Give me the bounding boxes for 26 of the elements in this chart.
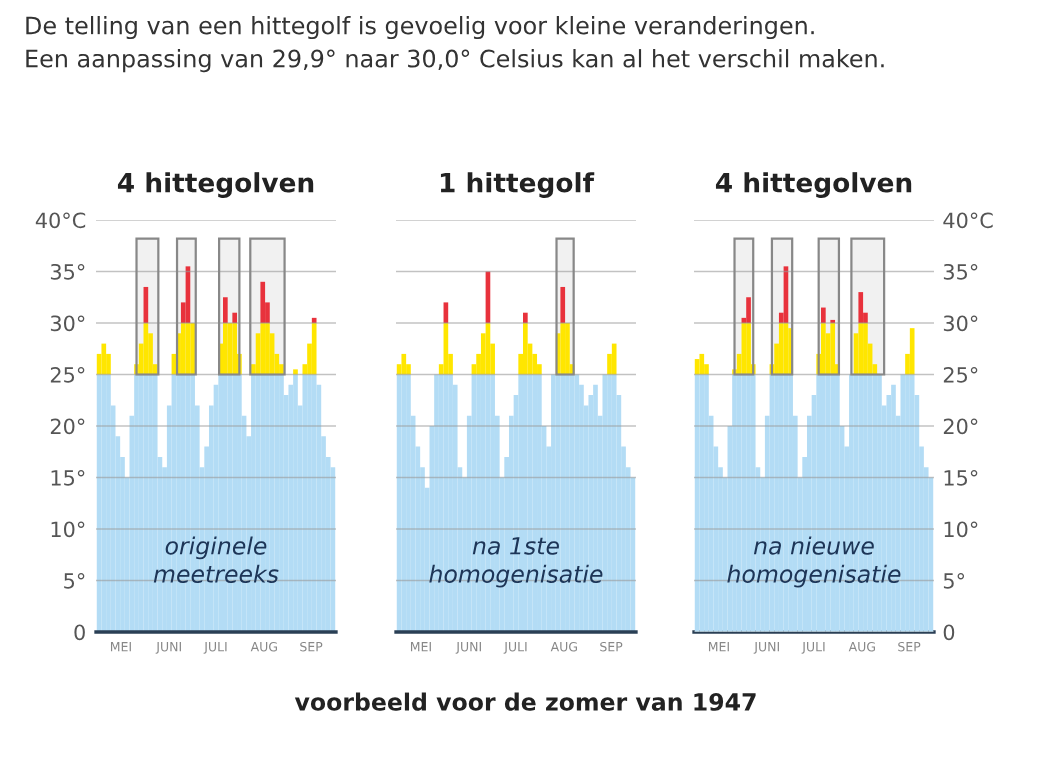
y-tick-label: 10° bbox=[51, 521, 85, 538]
chart-title: 4 hittegolven bbox=[715, 172, 912, 198]
y-tick-label: 15° bbox=[51, 469, 85, 486]
y-tick-label: 35° bbox=[50, 263, 85, 280]
y2-tick-label: 0 bbox=[943, 624, 955, 641]
chart-title: 1 hittegolf bbox=[440, 172, 595, 198]
text: voorbeeld voor de zomer van 1947 bbox=[294, 692, 756, 711]
y-tick-label: 0 bbox=[74, 624, 85, 641]
y2-tick-label: 5° bbox=[943, 572, 965, 589]
y-tick-label: 30° bbox=[50, 315, 85, 332]
y2-tick-label: 15° bbox=[944, 469, 978, 486]
y2-tick-label: 10° bbox=[944, 521, 978, 538]
y2-tick-label: 35° bbox=[943, 263, 978, 280]
y2-tick-label: 30° bbox=[943, 315, 978, 332]
y-tick-label: 20° bbox=[50, 418, 85, 435]
y-tick-label: 5° bbox=[64, 572, 85, 589]
y2-tick-label: 40°C bbox=[943, 212, 993, 229]
annotation: na nieuwe homogenisatie bbox=[727, 536, 901, 588]
y-tick-label: 25° bbox=[50, 366, 85, 383]
y2-tick-label: 20° bbox=[943, 418, 978, 435]
annotation: na 1ste homogenisatie bbox=[429, 537, 603, 588]
chart-title: 4 hittegolven bbox=[117, 172, 314, 198]
y2-tick-label: 25° bbox=[943, 366, 978, 383]
y-tick-label: 40°C bbox=[35, 212, 86, 229]
annotation: originele meetreeks bbox=[153, 536, 279, 583]
text: De telling van een hittegolf is gevoelig voor kleine veranderingen. Een aanpassing van 29,9° naar 30,0° Celsius kan al het verschil maken. bbox=[26, 16, 884, 73]
